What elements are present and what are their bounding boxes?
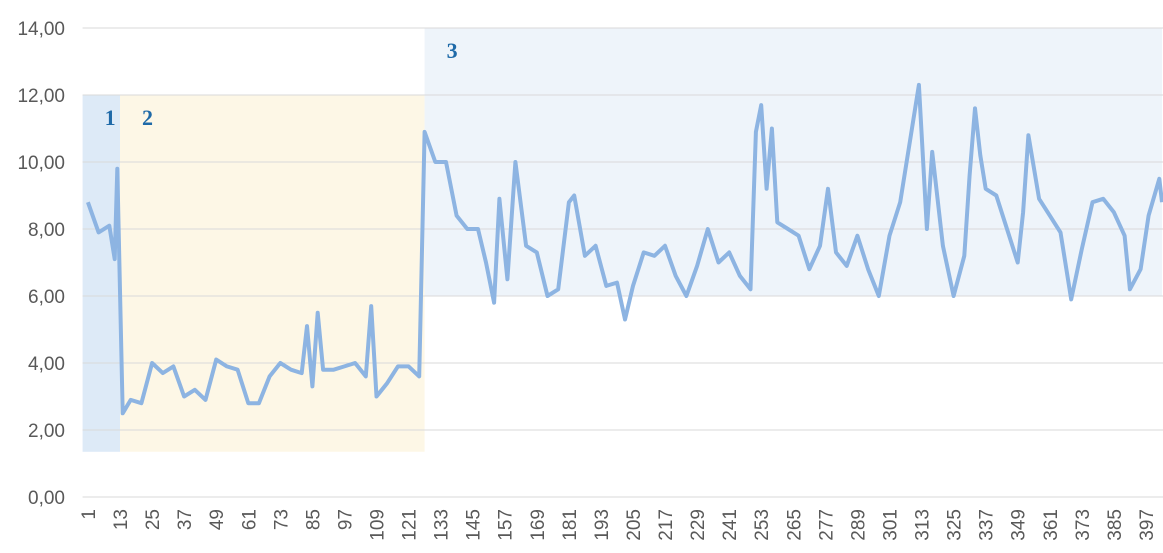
line	[86, 82, 1163, 416]
x-tick-label: 37	[175, 509, 196, 530]
region-label: 3	[447, 38, 458, 63]
y-tick-label: 4,00	[28, 354, 65, 375]
x-tick-label: 205	[624, 509, 645, 541]
x-tick-label: 73	[271, 509, 292, 530]
x-tick-label: 289	[848, 509, 869, 541]
x-tick-label: 1	[79, 509, 100, 520]
region-label: 2	[142, 105, 153, 130]
x-tick-label: 265	[784, 509, 805, 541]
y-tick-label: 12,00	[17, 86, 65, 107]
x-tick-label: 109	[367, 509, 388, 541]
x-tick-label: 241	[720, 509, 741, 541]
x-tick-label: 253	[752, 509, 773, 541]
x-tick-label: 217	[656, 509, 677, 541]
y-tick-label: 2,00	[28, 421, 65, 442]
x-tick-label: 145	[464, 509, 485, 541]
x-tick-label: 349	[1009, 509, 1030, 541]
x-tick-label: 13	[111, 509, 132, 530]
x-tick-label: 385	[1105, 509, 1126, 541]
region	[82, 95, 121, 452]
region-label: 1	[105, 105, 116, 130]
x-tick-label: 361	[1041, 509, 1062, 541]
x-tick-label: 229	[688, 509, 709, 541]
x-tick-label: 181	[560, 509, 581, 541]
x-tick-label: 301	[880, 509, 901, 541]
x-tick-label: 121	[400, 509, 421, 541]
x-tick-label: 25	[143, 509, 164, 530]
x-tick-label: 397	[1137, 509, 1158, 541]
x-tick-label: 97	[335, 509, 356, 530]
x-tick-label: 157	[496, 509, 517, 541]
y-tick-label: 6,00	[28, 287, 65, 308]
x-tick-label: 325	[945, 509, 966, 541]
x-tick-label: 277	[816, 509, 837, 541]
x-tick-label: 61	[239, 509, 260, 530]
x-tick-label: 169	[528, 509, 549, 541]
y-tick-label: 0,00	[28, 488, 65, 509]
region	[120, 95, 425, 452]
x-tick-label: 133	[432, 509, 453, 541]
y-tick-label: 10,00	[17, 153, 65, 174]
x-tick-label: 193	[592, 509, 613, 541]
x-tick-label: 313	[913, 509, 934, 541]
x-tick-label: 85	[303, 509, 324, 530]
y-tick-label: 14,00	[17, 19, 65, 40]
x-tick-label: 337	[977, 509, 998, 541]
x-tick-label: 373	[1073, 509, 1094, 541]
x-tick-label: 49	[207, 509, 228, 530]
y-tick-label: 8,00	[28, 220, 65, 241]
